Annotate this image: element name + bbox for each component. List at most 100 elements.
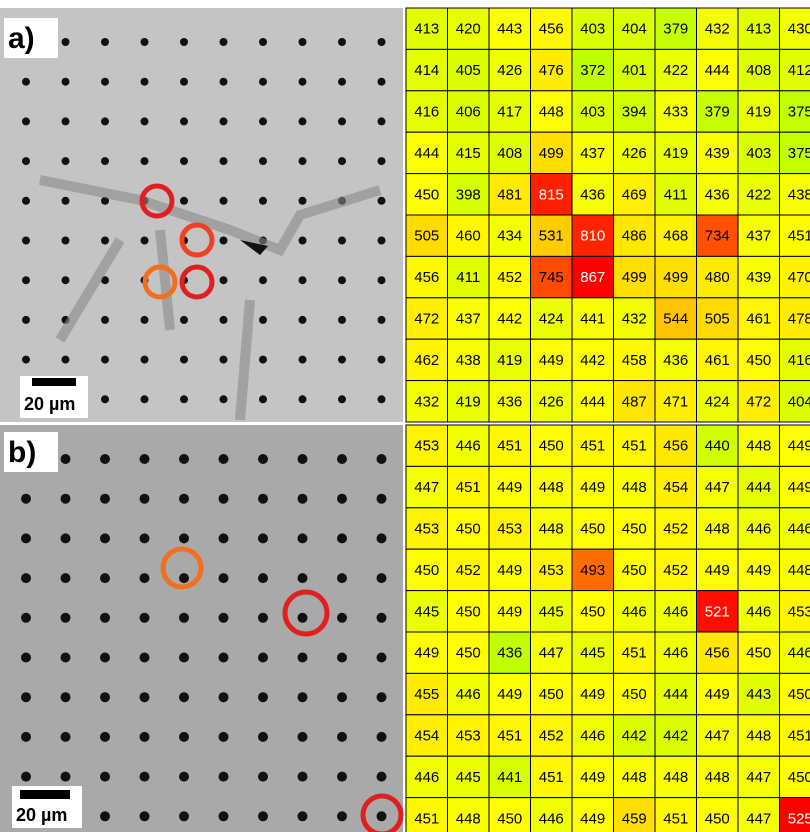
cell-value: 448	[539, 103, 564, 120]
indent	[62, 197, 70, 205]
cell-value: 426	[497, 62, 522, 79]
cell-value: 411	[456, 269, 480, 286]
cell-value: 450	[414, 186, 439, 203]
cell-value: 411	[664, 186, 688, 203]
cell-value: 406	[456, 103, 481, 120]
cell-value: 448	[663, 769, 688, 786]
indent	[258, 732, 268, 742]
indent	[377, 573, 387, 583]
cell-value: 458	[622, 352, 647, 369]
indent	[259, 395, 267, 403]
cell-value: 432	[414, 393, 439, 410]
indent	[141, 117, 149, 125]
indent	[219, 533, 229, 543]
cell-value: 446	[580, 727, 605, 744]
cell-value: 379	[663, 21, 688, 38]
indent	[337, 533, 347, 543]
indent	[377, 811, 387, 821]
indent	[140, 692, 150, 702]
cell-value: 442	[580, 352, 605, 369]
cell-value: 451	[580, 438, 605, 455]
indent	[219, 613, 229, 623]
indent	[220, 157, 228, 165]
figure: a) 20 µm b) 20 µm 4134204434564034043794…	[0, 0, 810, 832]
indent	[338, 316, 346, 324]
cell-value: 440	[705, 438, 730, 455]
indent	[378, 237, 386, 245]
cell-value: 453	[788, 603, 810, 620]
indent	[337, 772, 347, 782]
indent	[298, 533, 308, 543]
indent	[219, 811, 229, 821]
indent	[62, 38, 70, 46]
cell-value: 451	[456, 479, 481, 496]
indent	[220, 395, 228, 403]
indent	[338, 395, 346, 403]
indent	[378, 78, 386, 86]
cell-value: 419	[663, 145, 688, 162]
cell-value: 867	[580, 269, 605, 286]
indent	[140, 533, 150, 543]
indent	[298, 811, 308, 821]
cell-value: 419	[456, 393, 481, 410]
scale-label: 20 µm	[16, 805, 67, 825]
indent	[62, 78, 70, 86]
indent	[258, 692, 268, 702]
indent	[378, 316, 386, 324]
indent	[378, 395, 386, 403]
indent	[179, 653, 189, 663]
cell-value: 456	[539, 21, 564, 38]
cell-value: 447	[746, 810, 771, 827]
indent	[61, 613, 71, 623]
cell-value: 450	[622, 686, 647, 703]
cell-value: 412	[788, 62, 810, 79]
indent	[61, 692, 71, 702]
cell-value: 448	[539, 479, 564, 496]
indent	[220, 78, 228, 86]
indent	[140, 811, 150, 821]
indent	[141, 316, 149, 324]
cell-value: 521	[705, 603, 730, 620]
scale-bar	[20, 790, 70, 799]
indent	[338, 237, 346, 245]
indent	[219, 494, 229, 504]
indent	[337, 692, 347, 702]
cell-value: 476	[539, 62, 564, 79]
cell-value: 422	[746, 186, 771, 203]
cell-value: 444	[746, 479, 771, 496]
indent	[258, 653, 268, 663]
indent	[259, 356, 267, 364]
indent	[140, 573, 150, 583]
cell-value: 450	[414, 562, 439, 579]
cell-value: 446	[663, 603, 688, 620]
indent	[378, 356, 386, 364]
cell-value: 419	[497, 352, 522, 369]
indent	[259, 117, 267, 125]
cell-value: 456	[414, 269, 439, 286]
indent	[258, 533, 268, 543]
indent	[101, 237, 109, 245]
cell-value: 452	[663, 562, 688, 579]
cell-value: 403	[580, 103, 605, 120]
cell-value: 447	[705, 727, 730, 744]
cell-value: 433	[663, 103, 688, 120]
cell-value: 401	[622, 62, 647, 79]
cell-value: 451	[414, 810, 439, 827]
cell-value: 544	[663, 310, 688, 327]
cell-value: 445	[539, 603, 564, 620]
cell-value: 451	[539, 769, 564, 786]
cell-value: 449	[497, 479, 522, 496]
cell-value: 462	[414, 352, 439, 369]
indent	[377, 653, 387, 663]
cell-value: 441	[580, 310, 605, 327]
indent	[378, 197, 386, 205]
indent	[298, 692, 308, 702]
indent	[100, 732, 110, 742]
cell-value: 446	[663, 645, 688, 662]
indent	[141, 356, 149, 364]
cell-value: 449	[580, 769, 605, 786]
indent	[179, 692, 189, 702]
indent	[338, 356, 346, 364]
cell-value: 448	[746, 727, 771, 744]
indent	[179, 811, 189, 821]
